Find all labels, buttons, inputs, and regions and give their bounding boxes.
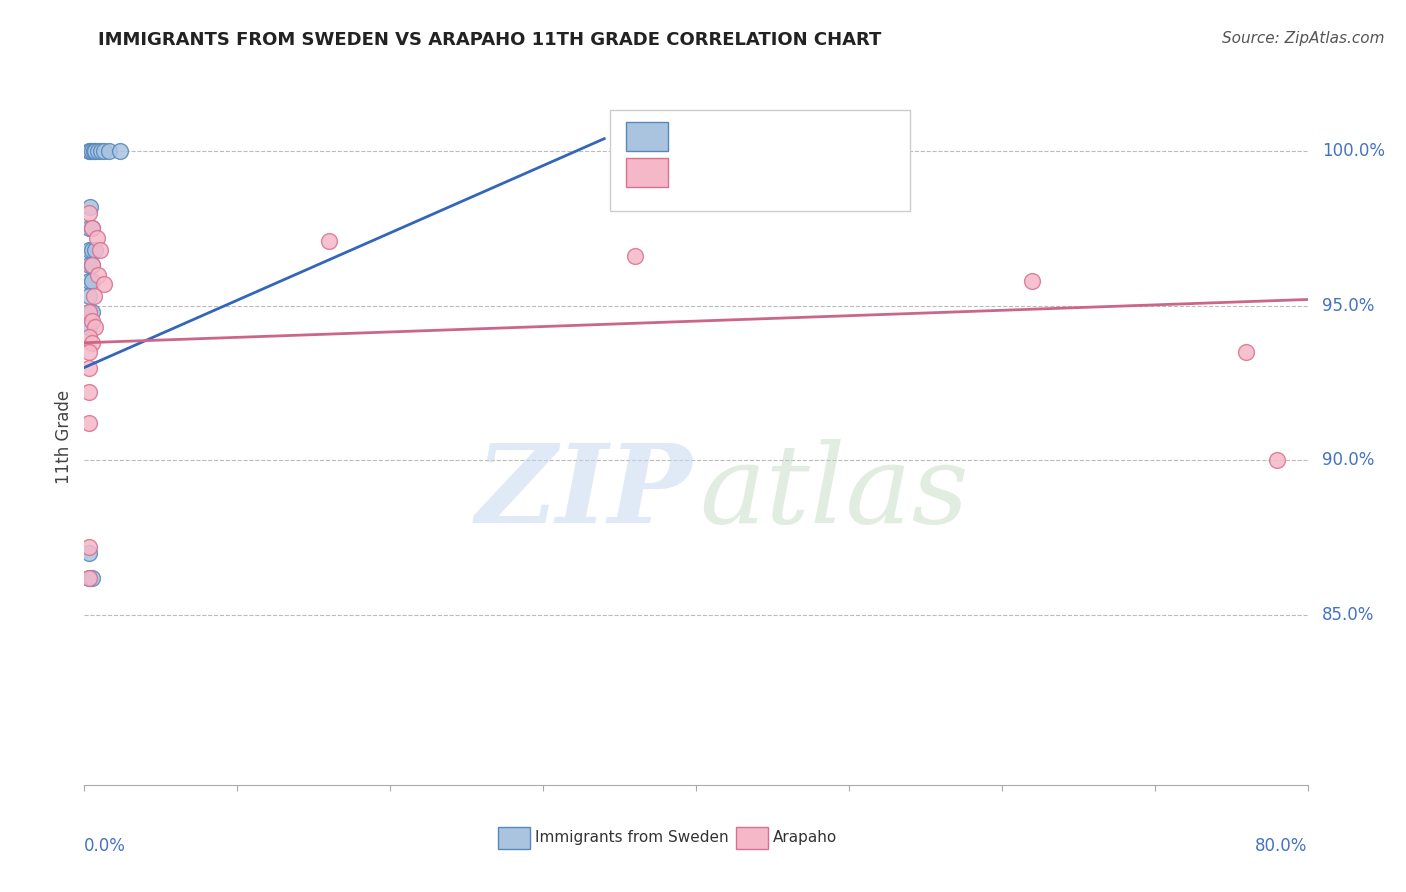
Point bbox=[89, 243, 111, 257]
Point bbox=[77, 243, 100, 257]
Y-axis label: 11th Grade: 11th Grade bbox=[55, 390, 73, 484]
Point bbox=[80, 259, 103, 273]
Point bbox=[77, 320, 100, 334]
Point bbox=[79, 144, 101, 158]
Point bbox=[77, 385, 100, 400]
Point bbox=[77, 274, 100, 288]
Point bbox=[80, 259, 103, 273]
Point bbox=[79, 200, 101, 214]
Point bbox=[624, 249, 647, 263]
Point bbox=[77, 305, 100, 319]
Text: IMMIGRANTS FROM SWEDEN VS ARAPAHO 11TH GRADE CORRELATION CHART: IMMIGRANTS FROM SWEDEN VS ARAPAHO 11TH G… bbox=[98, 31, 882, 49]
Point bbox=[77, 416, 100, 430]
Point bbox=[84, 320, 107, 334]
Point bbox=[77, 360, 100, 375]
Text: Arapaho: Arapaho bbox=[773, 830, 838, 846]
Text: ZIP: ZIP bbox=[475, 439, 692, 547]
Point bbox=[77, 221, 100, 235]
Point bbox=[84, 243, 107, 257]
FancyBboxPatch shape bbox=[626, 158, 668, 187]
Point bbox=[87, 268, 110, 282]
Point bbox=[97, 144, 120, 158]
Point bbox=[80, 571, 103, 585]
Point bbox=[77, 571, 100, 585]
FancyBboxPatch shape bbox=[610, 110, 910, 211]
Point bbox=[77, 571, 100, 585]
Text: 90.0%: 90.0% bbox=[1322, 451, 1375, 469]
Text: R =  0.055   N = 26: R = 0.055 N = 26 bbox=[675, 163, 866, 182]
Point bbox=[77, 329, 100, 343]
Point bbox=[318, 234, 340, 248]
Point bbox=[1236, 345, 1258, 359]
FancyBboxPatch shape bbox=[498, 827, 530, 849]
Point bbox=[93, 277, 115, 291]
Point bbox=[80, 221, 103, 235]
FancyBboxPatch shape bbox=[737, 827, 768, 849]
Point bbox=[108, 144, 131, 158]
Text: R =  0.419   N = 32: R = 0.419 N = 32 bbox=[675, 127, 866, 146]
Text: 80.0%: 80.0% bbox=[1256, 837, 1308, 855]
Point bbox=[80, 314, 103, 328]
Point bbox=[86, 230, 108, 244]
Point bbox=[80, 305, 103, 319]
Point bbox=[83, 144, 105, 158]
Text: atlas: atlas bbox=[700, 439, 969, 547]
Text: 95.0%: 95.0% bbox=[1322, 297, 1375, 315]
Point bbox=[80, 243, 103, 257]
Point bbox=[77, 540, 100, 554]
Point bbox=[80, 221, 103, 235]
FancyBboxPatch shape bbox=[626, 122, 668, 151]
Point bbox=[80, 335, 103, 350]
Text: 0.0%: 0.0% bbox=[84, 837, 127, 855]
Point bbox=[93, 144, 115, 158]
Point bbox=[77, 144, 100, 158]
Point bbox=[80, 144, 103, 158]
Point bbox=[77, 259, 100, 273]
Point bbox=[1021, 274, 1043, 288]
Point bbox=[77, 546, 100, 560]
Text: 85.0%: 85.0% bbox=[1322, 606, 1375, 624]
Point bbox=[90, 144, 112, 158]
Point bbox=[80, 274, 103, 288]
Text: Source: ZipAtlas.com: Source: ZipAtlas.com bbox=[1222, 31, 1385, 46]
Point bbox=[77, 289, 100, 303]
Point bbox=[77, 206, 100, 220]
Point bbox=[83, 289, 105, 303]
Point bbox=[77, 305, 100, 319]
Point bbox=[87, 144, 110, 158]
Point bbox=[77, 345, 100, 359]
Text: 100.0%: 100.0% bbox=[1322, 142, 1385, 160]
Text: Immigrants from Sweden: Immigrants from Sweden bbox=[534, 830, 728, 846]
Point bbox=[84, 144, 107, 158]
Point bbox=[1265, 453, 1288, 467]
